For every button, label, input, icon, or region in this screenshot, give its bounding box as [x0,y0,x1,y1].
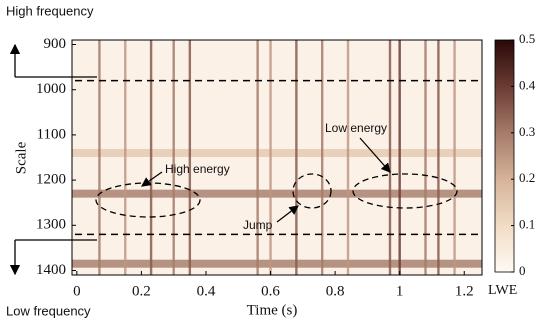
y-tick-label: 1400 [36,262,66,278]
x-tick-label: 0.2 [132,283,151,299]
colorbar-label: LWE [488,283,517,298]
energy-streak [453,40,456,275]
jump-label: Jump [243,218,273,232]
energy-streak [124,40,127,275]
energy-streak [346,40,350,275]
energy-band [72,148,482,157]
annotation-arrow [359,137,391,173]
x-tick-label: 0.4 [197,283,216,299]
energy-streak [388,40,392,275]
colorbar-tick-label: 0.3 [519,124,535,139]
low-energy-label: Low energy [325,121,387,135]
energy-streak [149,40,153,275]
energy-streak [320,40,324,275]
energy-streak [437,40,440,275]
high-frequency: High frequency [6,3,94,18]
colorbar-tick-label: 0.5 [519,31,535,46]
y-axis-label: Scale [13,141,29,174]
energy-streak [269,40,272,275]
x-tick-label: 0.6 [261,283,280,299]
heatmap-background [72,40,482,275]
x-tick-label: 1.2 [455,283,474,299]
energy-streak [172,40,175,275]
plot-frame [71,39,483,276]
x-tick-label: 1 [396,283,404,299]
annotation-arrow [141,171,163,187]
annotation-arrow [276,205,299,223]
x-tick-label: 0.8 [326,283,345,299]
energy-streak [256,40,259,275]
x-axis-label: Time (s) [247,302,298,318]
energy-streak [188,40,192,275]
colorbar-tick-label: 0 [519,263,526,278]
y-tick-label: 1100 [37,126,66,142]
x-tick-label: 0 [73,283,81,299]
high-energy-label: High energy [165,162,230,176]
colorbar [494,39,515,273]
energy-band [72,189,482,198]
energy-streak [398,40,401,275]
low-frequency: Low frequency [6,303,91,318]
colorbar-tick-label: 0.1 [519,217,535,232]
energy-streak [424,40,427,275]
y-tick-label: 1000 [36,81,66,97]
low-energy-ellipse [352,173,458,209]
y-tick-label: 1200 [36,172,66,188]
colorbar-tick-label: 0.2 [519,170,535,185]
jump-ellipse [292,173,332,209]
energy-streak [98,40,101,275]
energy-band [72,259,482,268]
y-tick-label: 1300 [36,217,66,233]
y-tick-label: 900 [44,36,67,52]
colorbar-tick-label: 0.4 [519,77,536,92]
energy-streak [295,40,298,275]
